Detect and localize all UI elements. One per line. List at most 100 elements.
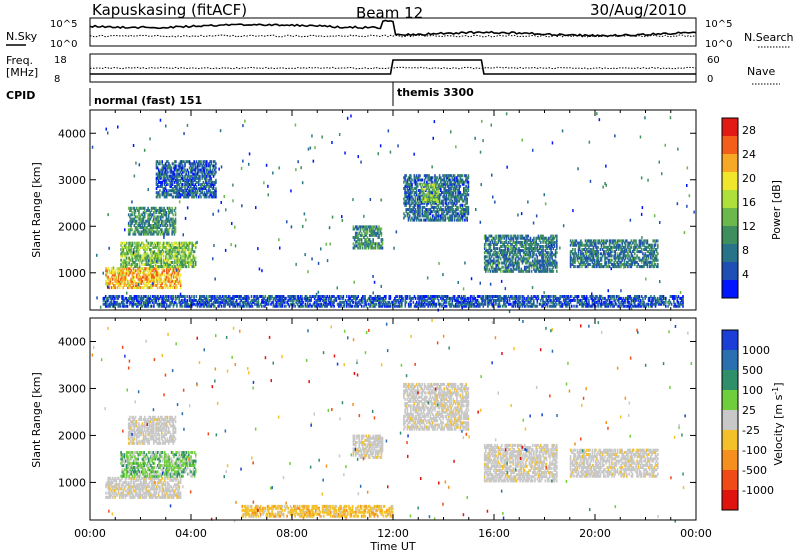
echo-cell	[483, 247, 486, 251]
echo-cell	[654, 256, 657, 260]
echo-cell	[184, 185, 186, 188]
echo-cell	[137, 258, 140, 262]
echo-cell	[121, 265, 123, 269]
echo-cell	[356, 231, 358, 235]
echo-cell	[160, 183, 162, 186]
echo-cell	[551, 257, 553, 261]
echo-cell	[449, 205, 451, 209]
echo-cell	[454, 186, 457, 190]
echo-cell	[170, 279, 173, 283]
echo-cell	[176, 250, 179, 254]
echo-cell	[116, 286, 119, 290]
nsky-tick-high: 10^5	[50, 19, 77, 30]
power-cells	[91, 112, 695, 313]
echo-cell	[437, 189, 439, 193]
echo-cell	[210, 183, 213, 186]
echo-cell	[420, 218, 422, 222]
echo-cell	[163, 164, 166, 168]
echo-cell	[436, 214, 439, 218]
echo-cell	[128, 286, 130, 290]
echo-cell	[145, 221, 147, 225]
echo-cell	[418, 214, 420, 218]
echo-cell	[168, 162, 170, 166]
echo-cell	[545, 251, 548, 255]
echo-cell	[438, 218, 441, 222]
echo-cell	[257, 304, 260, 308]
echo-cell	[554, 265, 557, 269]
echo-cell	[463, 214, 465, 218]
echo-cell	[202, 168, 205, 172]
echo-cell	[112, 286, 114, 290]
echo-cell	[618, 243, 620, 247]
echo-cell	[358, 246, 360, 250]
echo-cell	[426, 195, 429, 199]
echo-cell	[450, 191, 452, 195]
echo-cell	[377, 244, 379, 248]
echo-cell	[132, 304, 135, 308]
echo-cell	[166, 256, 168, 260]
echo-cell	[485, 255, 487, 259]
echo-cell	[540, 245, 542, 248]
echo-cell	[370, 246, 372, 250]
echo-cell	[452, 174, 455, 178]
echo-cell	[149, 300, 152, 304]
echo-cell	[145, 226, 147, 230]
echo-cell	[224, 302, 226, 306]
echo-cell	[614, 250, 617, 254]
echo-cell	[194, 191, 197, 195]
echo-cell	[116, 295, 118, 298]
echo-cell	[448, 178, 450, 182]
echo-cell	[533, 247, 535, 251]
echo-cell	[242, 302, 245, 306]
echo-cell	[454, 184, 457, 188]
echo-cell	[526, 247, 528, 251]
echo-cell	[528, 261, 531, 265]
echo-cell	[406, 184, 409, 188]
echo-cell	[580, 263, 582, 266]
echo-cell	[155, 176, 158, 180]
echo-cell	[129, 250, 132, 254]
echo-cell	[159, 211, 162, 215]
echo-cell	[556, 242, 558, 246]
echo-cell	[230, 302, 232, 306]
echo-cell	[371, 244, 373, 248]
echo-cell	[415, 180, 418, 184]
echo-cell	[544, 257, 547, 261]
echo-cell	[647, 243, 650, 247]
echo-cell	[203, 195, 206, 199]
echo-cell	[521, 269, 524, 273]
echo-cell	[188, 183, 191, 186]
echo-cell	[538, 265, 541, 269]
echo-cell	[511, 259, 513, 263]
echo-cell	[162, 254, 165, 258]
echo-cell	[181, 246, 183, 249]
echo-cell	[147, 206, 149, 210]
echo-cell	[195, 302, 198, 306]
echo-cell	[150, 243, 152, 247]
echo-cell	[556, 265, 558, 269]
echo-cell	[410, 182, 412, 186]
echo-cell	[638, 265, 641, 269]
echo-cell	[182, 243, 184, 247]
echo-cell	[171, 211, 173, 215]
echo-cell	[436, 198, 438, 201]
echo-cell	[512, 267, 515, 271]
echo-cell	[327, 296, 330, 300]
echo-cell	[408, 197, 411, 201]
echo-cell	[600, 265, 603, 269]
echo-cell	[204, 164, 207, 168]
echo-cell	[449, 191, 451, 195]
echo-cell	[187, 160, 190, 164]
echo-cell	[607, 265, 610, 269]
echo-cell	[149, 228, 152, 232]
echo-cell	[608, 239, 611, 243]
echo-cell	[490, 234, 493, 238]
echo-cell	[169, 243, 172, 247]
echo-cell	[136, 241, 138, 245]
echo-cell	[172, 170, 175, 174]
echo-cell	[204, 302, 207, 306]
echo-cell	[157, 277, 160, 281]
echo-cell	[518, 251, 520, 255]
echo-cell	[301, 295, 303, 298]
echo-cell	[143, 230, 146, 234]
